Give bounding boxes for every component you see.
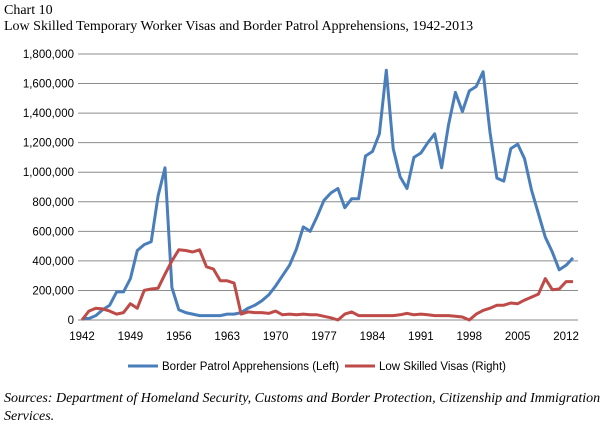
y-tick-label: 800,000 xyxy=(32,197,74,209)
line-chart: 0 200,000 400,000 600,000 800,000 1,000,000 1,… xyxy=(23,49,579,373)
y-tick-label: 0 xyxy=(68,315,74,327)
legend-label: Low Skilled Visas (Right) xyxy=(379,361,506,373)
y-tick-label: 1,200,000 xyxy=(23,138,74,150)
x-tick-label: 1998 xyxy=(456,331,482,343)
chart-number: Chart 10 xyxy=(4,3,53,18)
x-tick-label: 1963 xyxy=(214,331,240,343)
legend-label: Border Patrol Apprehensions (Left) xyxy=(162,361,339,373)
x-tick-label: 1970 xyxy=(263,331,289,343)
series-line-apprehensions xyxy=(82,68,575,320)
x-tick-label: 1984 xyxy=(360,331,386,343)
x-tick-label: 2005 xyxy=(505,331,531,343)
x-tick-label: 1949 xyxy=(118,331,144,343)
y-tick-label: 200,000 xyxy=(32,285,74,297)
y-tick-label: 400,000 xyxy=(32,256,74,268)
y-tick-label: 1,800,000 xyxy=(23,49,74,61)
x-tick-label: 1956 xyxy=(166,331,192,343)
x-tick-label: 1942 xyxy=(69,331,95,343)
chart-title: Low Skilled Temporary Worker Visas and B… xyxy=(4,19,474,34)
sources-note: Sources: Department of Homeland Security… xyxy=(4,391,601,424)
x-tick-label: 1991 xyxy=(408,331,434,343)
x-tick-label: 2012 xyxy=(553,331,579,343)
y-tick-label: 600,000 xyxy=(32,226,74,238)
x-tick-label: 1977 xyxy=(311,331,337,343)
y-tick-label: 1,400,000 xyxy=(23,108,74,120)
y-tick-label: 1,000,000 xyxy=(23,167,74,179)
y-tick-label: 1,600,000 xyxy=(23,79,74,91)
series-line-visas xyxy=(80,248,573,322)
